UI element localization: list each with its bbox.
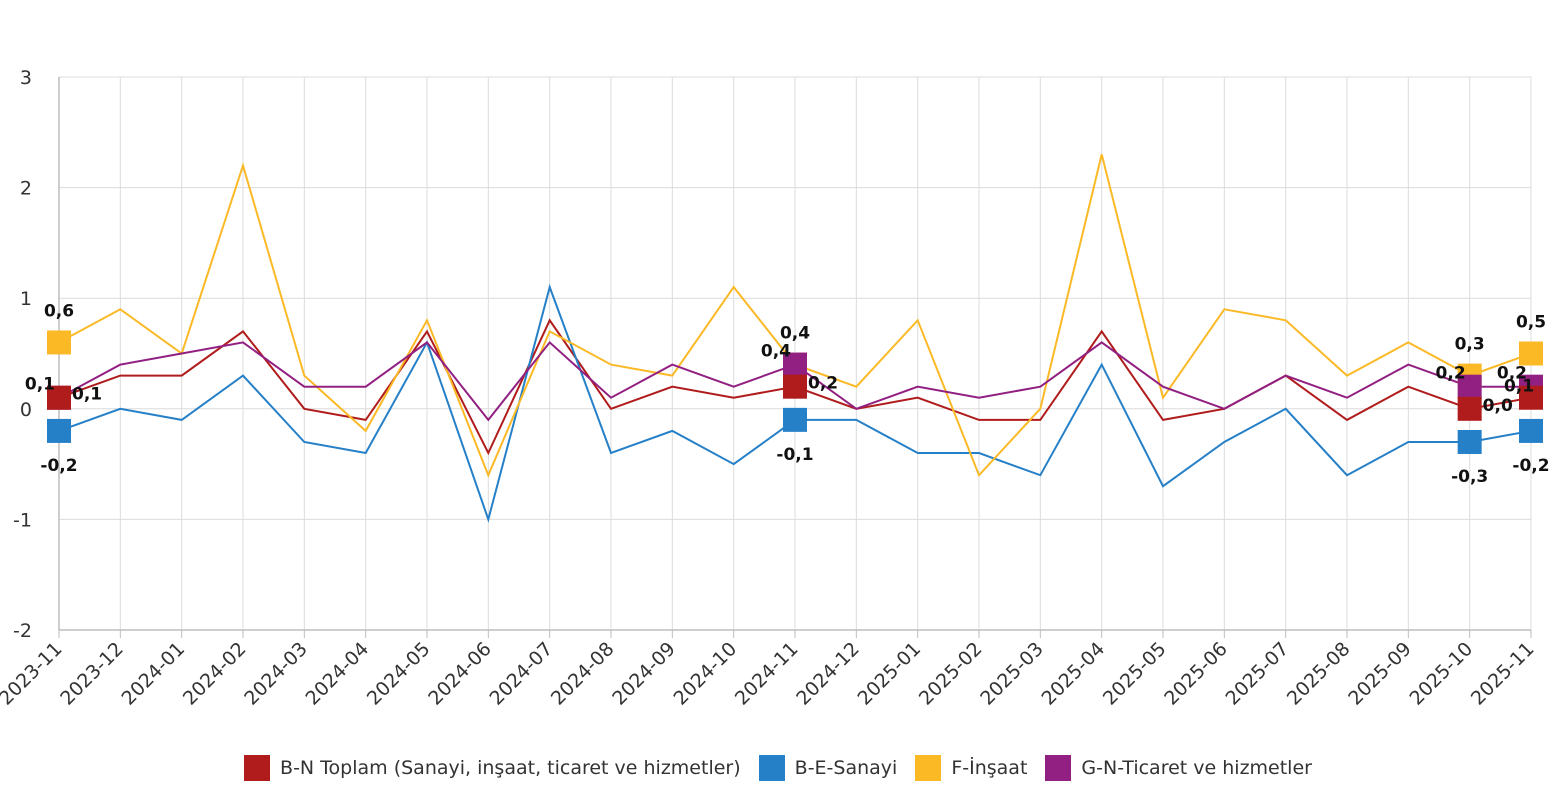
x-tick-label: 2025-02 (915, 638, 987, 710)
legend-item-2[interactable]: F-İnşaat (915, 755, 1027, 781)
data-label: 0,1 (25, 375, 55, 395)
legend-swatch (1045, 755, 1072, 781)
series-marker-0 (1519, 385, 1543, 410)
series-marker-0 (783, 374, 807, 399)
y-tick-label: 1 (20, 288, 32, 310)
legend-item-1[interactable]: B-E-Sanayi (758, 755, 898, 781)
legend-label: F-İnşaat (951, 757, 1028, 779)
data-label: -0,3 (1451, 467, 1488, 487)
x-tick-label: 2024-09 (608, 638, 680, 710)
data-label: 0,4 (761, 342, 791, 362)
data-label: 0,5 (1516, 313, 1546, 333)
x-tick-label: 2024-01 (118, 638, 190, 710)
x-tick-label: 2024-02 (179, 638, 251, 710)
series-marker-2 (47, 330, 71, 355)
series-marker-1 (783, 407, 807, 432)
x-tick-label: 2023-12 (56, 638, 128, 710)
x-tick-label: 2024-07 (486, 638, 558, 710)
data-label: 0,0 (1483, 396, 1513, 416)
x-tick-label: 2024-10 (670, 638, 742, 710)
x-tick-label: 2023-11 (0, 638, 67, 710)
legend: B-N Toplam (Sanayi, inşaat, ticaret ve h… (0, 750, 1556, 786)
x-tick-label: 2024-06 (424, 638, 496, 710)
data-label: 0,3 (1455, 335, 1485, 355)
legend-swatch (758, 755, 785, 781)
y-tick-label: -1 (13, 509, 32, 531)
legend-item-0[interactable]: B-N Toplam (Sanayi, inşaat, ticaret ve h… (244, 755, 741, 781)
data-label: 0,6 (44, 301, 74, 321)
x-tick-label: 2024-04 (302, 638, 374, 710)
x-tick-label: 2024-05 (363, 638, 435, 710)
data-label: -0,2 (40, 456, 77, 476)
y-tick-label: 3 (20, 67, 32, 89)
data-label: 0,2 (1497, 364, 1527, 384)
data-label: 0,1 (1504, 377, 1534, 397)
legend-label: B-E-Sanayi (794, 757, 898, 779)
x-tick-label: 2025-10 (1406, 638, 1478, 710)
legend-label: G-N-Ticaret ve hizmetler (1081, 757, 1312, 779)
x-tick-label: 2025-05 (1099, 638, 1171, 710)
series-marker-0 (47, 385, 71, 410)
series-marker-3 (783, 352, 807, 377)
x-tick-label: 2025-01 (854, 638, 926, 710)
series-marker-3 (1457, 374, 1482, 399)
legend-label: B-N Toplam (Sanayi, inşaat, ticaret ve h… (280, 757, 741, 779)
legend-item-3[interactable]: G-N-Ticaret ve hizmetler (1045, 755, 1312, 781)
data-label: 0,4 (780, 324, 810, 344)
data-labels: 0,60,40,30,50,10,40,2 0,20,10,20,00,1-0,2… (25, 301, 1550, 487)
x-tick-label: 2024-11 (731, 638, 803, 710)
legend-swatch (244, 755, 271, 781)
x-tick-label: 2024-12 (792, 638, 864, 710)
series-marker-1 (1519, 418, 1543, 443)
series-marker-0 (1457, 396, 1482, 421)
data-label: 0,2 (1436, 364, 1466, 384)
x-tick-label: 2024-03 (240, 638, 312, 710)
y-tick-label: 0 (20, 399, 32, 421)
data-label: 0,1 (72, 385, 102, 405)
grid (58, 76, 1532, 631)
y-tick-label: 2 (20, 178, 32, 200)
x-tick-label: 2025-07 (1222, 638, 1294, 710)
axes: -2-101232023-112023-122024-012024-022024… (0, 67, 1539, 710)
series-marker-1 (47, 418, 71, 443)
x-tick-label: 2025-06 (1160, 638, 1232, 710)
data-label: -0,2 (1512, 456, 1549, 476)
x-tick-label: 2024-08 (547, 638, 619, 710)
data-label: 0,2 (808, 374, 838, 394)
legend-swatch (915, 755, 942, 781)
series-marker-1 (1457, 429, 1482, 454)
data-label: -0,1 (776, 445, 813, 465)
y-tick-label: -2 (13, 620, 32, 642)
x-tick-label: 2025-04 (1038, 638, 1110, 710)
x-tick-label: 2025-08 (1283, 638, 1355, 710)
line-chart: -2-101232023-112023-122024-012024-022024… (0, 67, 1550, 710)
x-tick-label: 2025-11 (1467, 638, 1539, 710)
x-tick-label: 2025-09 (1344, 638, 1416, 710)
x-tick-label: 2025-03 (976, 638, 1048, 710)
series-marker-2 (1519, 341, 1543, 366)
series-markers (47, 330, 1543, 454)
